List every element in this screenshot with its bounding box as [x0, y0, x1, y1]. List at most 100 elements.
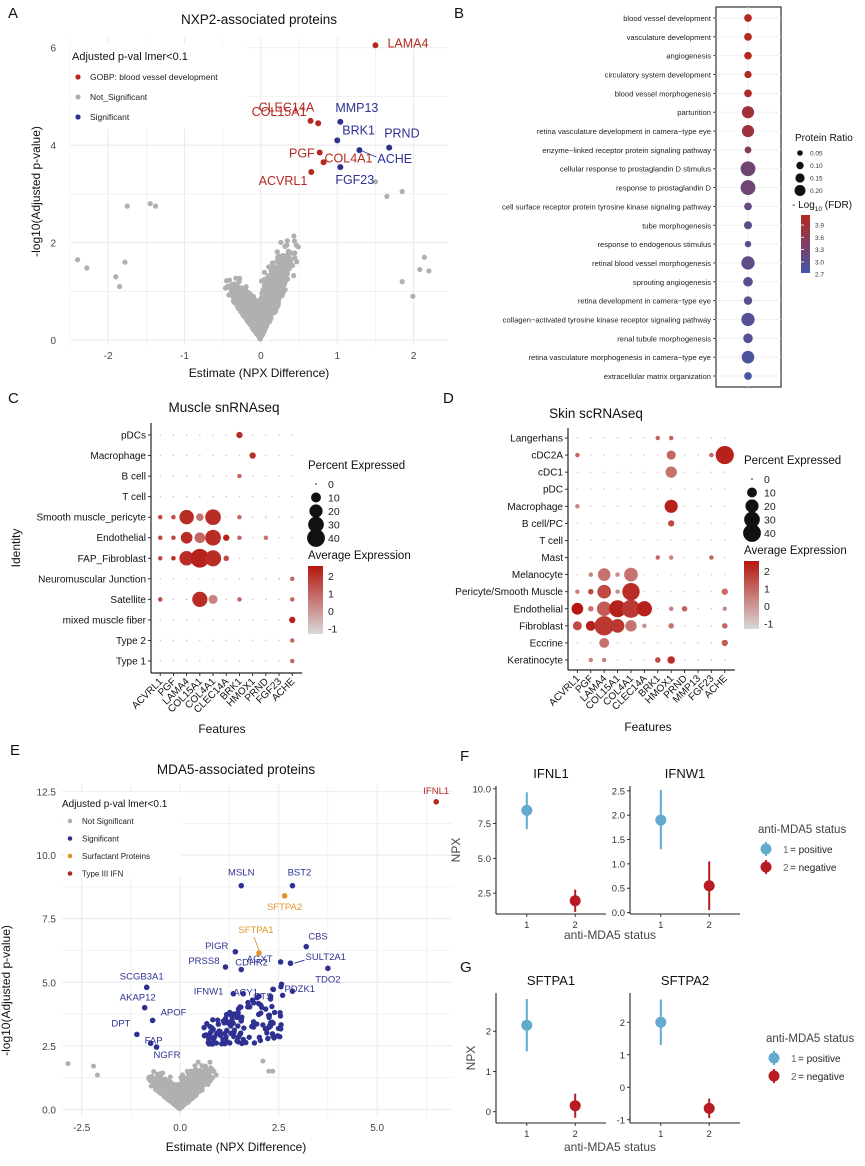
data-point-highlighted — [303, 943, 310, 950]
data-point-dot — [172, 598, 175, 601]
data-point-not-significant — [151, 1069, 157, 1075]
x-tick-label: 2 — [573, 920, 578, 931]
data-point-dot — [697, 642, 699, 644]
data-point-not-significant — [251, 318, 257, 324]
chart-title: Skin scRNAseq — [549, 406, 643, 421]
data-point-dot — [237, 597, 242, 602]
legend-key-dot — [75, 74, 81, 80]
data-point-dot — [576, 573, 579, 576]
data-point-dot — [643, 437, 646, 439]
data-point-dot — [251, 598, 254, 601]
data-point-dot — [249, 452, 256, 459]
data-point-dot — [643, 488, 646, 490]
data-point-highlighted — [143, 984, 150, 991]
identity-label: Mast — [541, 553, 563, 564]
point-label: PRSS8 — [188, 956, 219, 967]
data-point-not-significant — [282, 273, 288, 279]
legend-size-label: 10 — [764, 488, 776, 500]
data-point-significant — [251, 1000, 257, 1006]
y-tick-label: 10.0 — [37, 851, 57, 862]
data-point-not-significant — [237, 275, 243, 281]
data-point-dot — [265, 454, 267, 457]
point-label: IFNW1 — [194, 987, 224, 998]
point-label: CLEC14A — [259, 100, 315, 114]
data-point-highlighted — [230, 990, 237, 997]
data-point-dot — [665, 466, 677, 478]
data-point-dot — [157, 535, 163, 540]
legend-color-label: 3.9 — [815, 223, 824, 230]
legend-background — [64, 792, 182, 878]
identity-label: T cell — [122, 492, 146, 503]
data-point-significant — [210, 1017, 216, 1023]
category-label: retinal blood vessel morphogenesis — [592, 259, 711, 268]
data-point-significant — [222, 1015, 229, 1022]
data-point-not-significant — [183, 1081, 189, 1087]
point-label: ACY1 — [233, 988, 258, 999]
legend-size-label: 20 — [328, 506, 340, 518]
data-point-not-significant — [270, 1068, 276, 1074]
legend-size-title: Percent Expressed — [308, 460, 405, 472]
data-point-dot — [159, 475, 161, 477]
point-label: PRND — [384, 127, 419, 141]
data-point-dot — [697, 437, 699, 439]
data-point-go-term — [743, 221, 753, 230]
category-label: parturition — [677, 108, 711, 117]
data-point-go-term — [743, 277, 753, 287]
data-point-dot — [576, 659, 579, 661]
data-point-dot — [172, 475, 175, 477]
data-point-dot — [630, 454, 632, 456]
legend-size-key — [309, 504, 323, 518]
x-tick-label: 1 — [524, 920, 529, 931]
x-tick-label: 2.5 — [272, 1123, 286, 1134]
data-point-significant — [235, 1034, 242, 1040]
legend-size-label: 40 — [764, 528, 776, 540]
y-tick-label: 5.0 — [42, 978, 56, 989]
data-point-dot — [622, 582, 640, 601]
data-point-not-significant — [266, 1068, 272, 1074]
data-point-significant — [221, 1020, 227, 1026]
data-point-dot — [212, 660, 214, 662]
data-point-dot — [572, 621, 582, 631]
legend-entry-label: = positive — [798, 1054, 841, 1065]
data-point-dot — [190, 548, 210, 568]
point-label: APOF — [161, 1007, 187, 1018]
data-point-dot — [199, 619, 201, 621]
point-label: TDO2 — [315, 974, 340, 985]
data-point-mean — [655, 1016, 667, 1028]
data-point-dot — [683, 522, 686, 525]
data-point-significant — [230, 1020, 236, 1026]
data-point-not-significant — [264, 316, 270, 322]
category-label: tube morphogenesis — [642, 221, 711, 230]
identity-label: Macrophage — [507, 502, 563, 513]
data-point-not-significant — [280, 279, 286, 285]
data-point-dot — [575, 589, 580, 594]
data-point-dot — [697, 625, 699, 627]
data-point-dot — [616, 556, 619, 559]
identity-label: Fibroblast — [519, 621, 563, 632]
y-tick-label: 7.5 — [42, 915, 56, 926]
data-point-not-significant — [230, 298, 236, 304]
y-tick-label: 1.0 — [612, 859, 625, 870]
data-point-dot — [710, 437, 713, 439]
data-point-not-significant — [262, 296, 268, 302]
legend-color-label: 3.6 — [815, 235, 824, 242]
data-point-dot — [251, 537, 254, 539]
data-point-not-significant — [207, 1059, 213, 1065]
data-point-not-significant — [291, 233, 297, 239]
data-point-dot — [603, 556, 605, 559]
data-point-dot — [225, 598, 227, 601]
data-point-significant — [270, 1020, 276, 1026]
legend-entry-key: 1 — [783, 845, 789, 856]
data-point-dot — [225, 495, 227, 498]
identity-label: Macrophage — [90, 451, 146, 462]
data-point-dot — [588, 657, 594, 663]
data-point-dot — [171, 535, 176, 540]
identity-label: mixed muscle fiber — [63, 615, 147, 626]
data-point-dot — [223, 555, 230, 562]
data-point-significant — [271, 1009, 278, 1016]
data-point-dot — [683, 471, 686, 473]
data-point-dot — [199, 434, 201, 436]
data-point-dot — [576, 437, 579, 439]
data-point-highlighted — [334, 137, 341, 144]
